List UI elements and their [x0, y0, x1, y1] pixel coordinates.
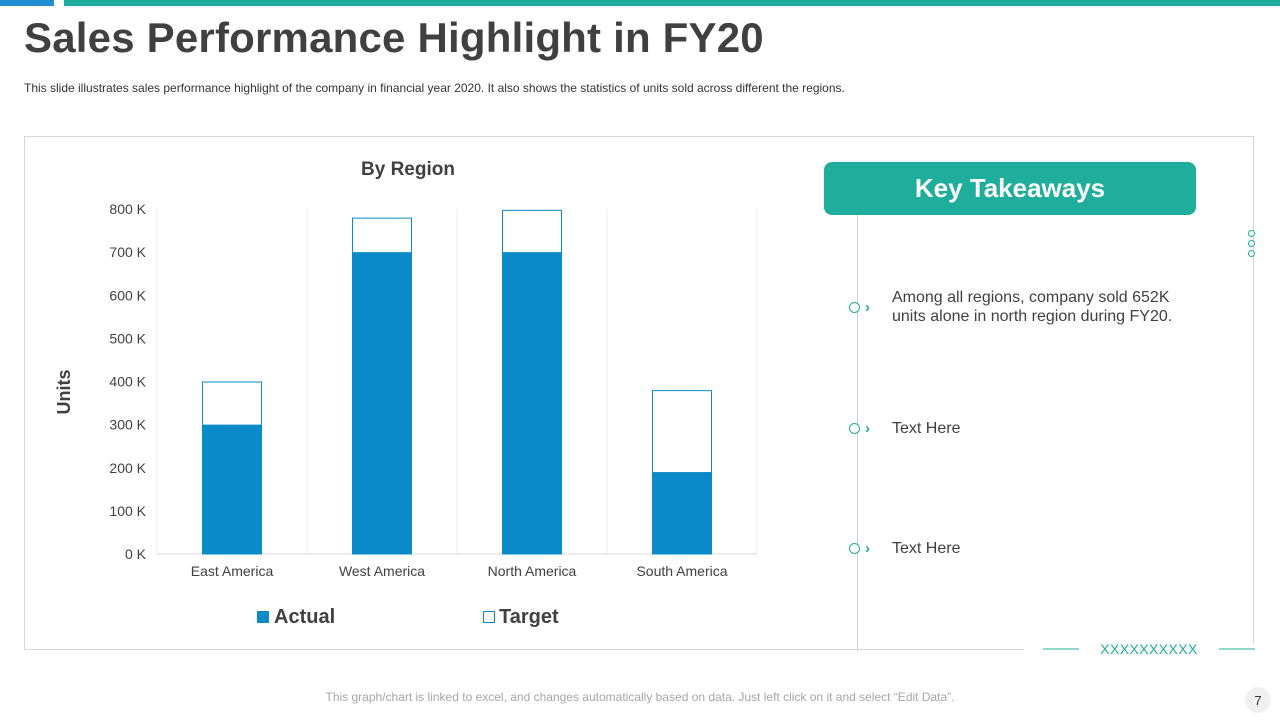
y-tick-label: 300 K: [109, 417, 146, 433]
page-subtitle: This slide illustrates sales performance…: [24, 81, 845, 95]
chevron-right-icon: ›: [865, 299, 870, 316]
top-accent-bar-blue: [0, 0, 54, 6]
x-tick-label: East America: [191, 563, 274, 579]
x-tick-label: West America: [339, 563, 425, 579]
decoration-text: XXXXXXXXXX: [1100, 641, 1198, 657]
footer-note: This graph/chart is linked to excel, and…: [325, 690, 955, 704]
chart-title: By Region: [361, 159, 455, 180]
y-tick-label: 800 K: [109, 201, 146, 217]
circle-icon: [849, 423, 860, 434]
circle-icon: [849, 543, 860, 554]
chevron-right-icon: ›: [865, 420, 870, 437]
legend-swatch-target: [483, 611, 495, 623]
decorative-line: XXXXXXXXXX: [1043, 641, 1255, 657]
circle-icon: [1248, 250, 1255, 257]
y-tick-label: 100 K: [109, 503, 146, 519]
takeaway-text-3: Text Here: [892, 540, 961, 557]
takeaway-text-1: Among all regions, company sold 652K uni…: [892, 289, 1173, 325]
circle-icon: [849, 302, 860, 313]
circle-icon: [1248, 240, 1255, 247]
top-accent-bar-teal: [64, 0, 1280, 6]
page-number: 7: [1245, 687, 1271, 713]
legend-label-actual: Actual: [274, 606, 335, 628]
y-tick-label: 600 K: [109, 287, 146, 303]
bar-chart[interactable]: By Region 0 K 100 K 200 K 300 K 400 K 500 K 600…: [0, 0, 800, 660]
y-tick-label: 0 K: [125, 546, 147, 562]
bar-actual-2: [352, 252, 412, 554]
x-tick-label: North America: [488, 563, 577, 579]
x-tick-label: South America: [636, 563, 727, 579]
bar-actual-4: [652, 472, 712, 554]
y-axis-label: Units: [54, 370, 74, 415]
circle-icon: [1248, 230, 1255, 237]
bar-actual-3: [502, 252, 562, 554]
y-tick-label: 400 K: [109, 374, 146, 390]
legend-swatch-actual: [257, 611, 269, 623]
takeaway-text-2: Text Here: [892, 420, 961, 437]
takeaway-bullet-2: ›: [849, 420, 889, 440]
takeaway-bullet-1: ›: [849, 299, 889, 319]
page-title: Sales Performance Highlight in FY20: [24, 14, 764, 61]
side-dots-decoration: [1248, 230, 1258, 260]
y-tick-label: 500 K: [109, 330, 146, 346]
bar-actual-1: [202, 424, 262, 554]
y-tick-label: 200 K: [109, 460, 146, 476]
y-tick-label: 700 K: [109, 244, 146, 260]
takeaway-bullet-3: ›: [849, 540, 889, 560]
panel-border-gap: [1024, 644, 1256, 654]
legend-label-target: Target: [499, 606, 559, 628]
chevron-right-icon: ›: [865, 540, 870, 557]
key-takeaways-header: Key Takeaways: [824, 162, 1196, 215]
